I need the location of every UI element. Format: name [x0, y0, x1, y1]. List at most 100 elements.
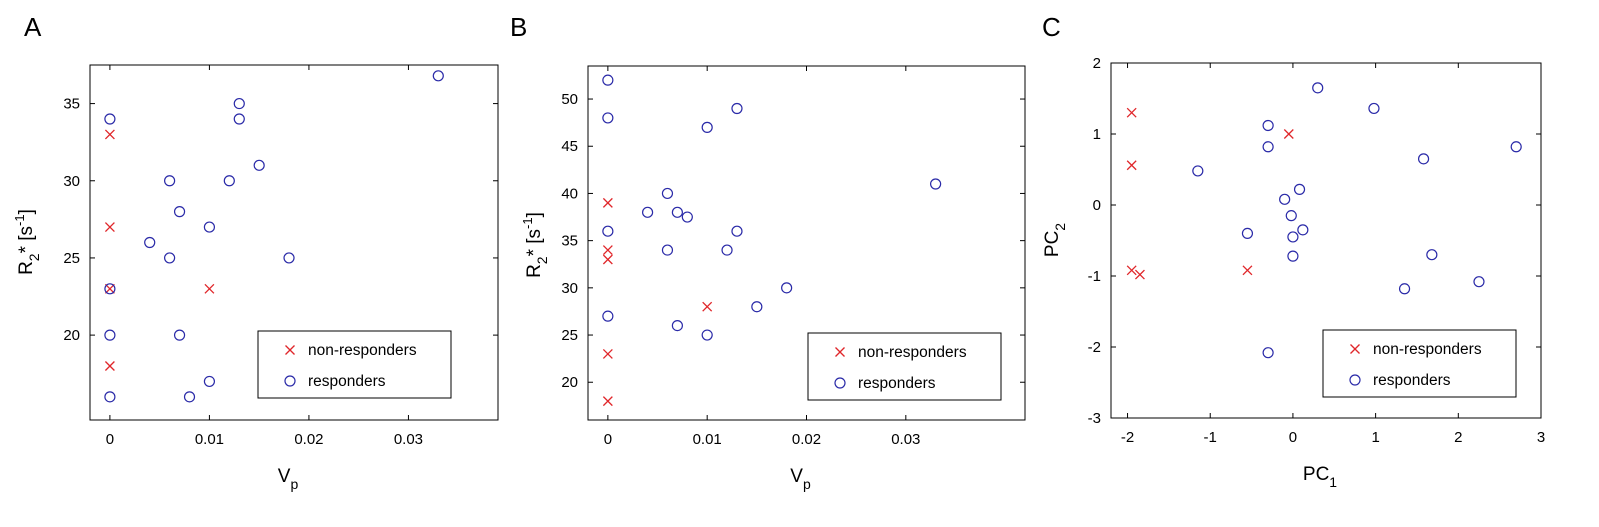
y-tick-label: 25 [63, 250, 80, 267]
data-point-responder [721, 244, 733, 256]
data-point-non-responder [1126, 265, 1137, 276]
data-point-responder [104, 391, 116, 403]
data-point-responder [1262, 141, 1274, 153]
y-tick-label: 20 [63, 327, 80, 344]
axes-box [1110, 62, 1542, 419]
legend-label: non-responders [1373, 341, 1482, 358]
data-point-responder [223, 175, 235, 187]
data-point-responder [671, 320, 683, 332]
x-tick-label: 0.02 [294, 431, 323, 448]
panel-b: B 0 0.01 0.02 0.03 20 25 30 35 40 45 50 Vp R2* [s-1]… [510, 12, 1026, 492]
data-point-responder [701, 329, 713, 341]
data-point-responder [781, 282, 793, 294]
y-tick-label: 35 [63, 96, 80, 113]
y-tick-label: -1 [1088, 268, 1101, 285]
y-tick-label: -2 [1088, 339, 1101, 356]
x-tick-label: 0.01 [693, 431, 722, 448]
data-point-responder [731, 225, 743, 237]
y-tick-label: 50 [561, 91, 578, 108]
legend-label: responders [1373, 372, 1451, 389]
x-tick-label: 0.02 [792, 431, 821, 448]
legend-label: responders [308, 373, 386, 390]
data-point-responder [203, 221, 216, 233]
data-point-responder [183, 391, 196, 403]
y-axis-label: PC2 [1042, 223, 1068, 257]
y-tick-label: 0 [1093, 197, 1101, 214]
y-tick-label: 30 [561, 280, 578, 297]
data-point-responder [661, 187, 674, 200]
data-point-responder [1287, 231, 1299, 243]
data-point-responder [1312, 82, 1324, 94]
legend-box [257, 330, 452, 399]
x-axis-label: Vp [278, 466, 299, 492]
legend-label: non-responders [858, 344, 967, 361]
data-point-responder [104, 329, 116, 341]
data-point-responder [701, 121, 713, 133]
data-point-responder [283, 252, 295, 264]
x-tick-label: 0 [106, 431, 114, 448]
data-point-responder [1279, 193, 1291, 205]
x-tick-label: 1 [1371, 429, 1379, 446]
data-point-responder [731, 102, 743, 115]
data-point-responder [203, 375, 216, 388]
legend-marker-non-responders [1350, 344, 1360, 354]
data-point-responder [1192, 165, 1204, 177]
data-point-responder [602, 310, 614, 322]
data-point-non-responder [1283, 129, 1294, 139]
legend-box [1322, 329, 1517, 398]
data-point-non-responder [1126, 107, 1137, 118]
axes-box [89, 64, 499, 421]
x-tick-label: 3 [1537, 429, 1545, 446]
panel-label-c: C [1042, 12, 1061, 42]
data-point-responder [602, 74, 614, 86]
x-tick-label: 0.03 [394, 431, 423, 448]
data-point-responder [1417, 153, 1430, 165]
plot-area-b: 0 0.01 0.02 0.03 20 25 30 35 40 45 50 Vp R2* [s-1] no… [520, 65, 1026, 492]
legend-marker-responders [1349, 374, 1361, 386]
data-point-responder [930, 178, 942, 190]
legend-marker-responders [284, 375, 296, 387]
y-tick-label: 30 [63, 173, 80, 190]
panel-a: A 0 0.01 0.02 0.03 20 25 30 35 Vp R2* [s-1] non-re… [12, 12, 499, 492]
data-point-responder [1398, 283, 1411, 295]
y-tick-label: 25 [561, 327, 578, 344]
data-point-responder [173, 329, 186, 341]
data-point-non-responder [104, 129, 115, 140]
legend-marker-responders [834, 377, 846, 389]
y-tick-label: -3 [1088, 410, 1101, 427]
data-point-responder [1293, 183, 1306, 195]
x-tick-label: 0 [604, 431, 612, 448]
data-point-responder [1262, 347, 1274, 359]
data-point-responder [164, 252, 176, 264]
panel-label-b: B [510, 12, 527, 42]
data-point-non-responder [602, 245, 613, 256]
data-point-non-responder [1242, 265, 1253, 276]
data-point-responder [1473, 276, 1485, 288]
y-tick-label: 35 [561, 233, 578, 250]
data-point-responder [602, 112, 614, 124]
data-point-responder [1297, 224, 1309, 236]
data-point-non-responder [104, 361, 115, 371]
data-point-responder [144, 236, 156, 249]
data-point-responder [661, 244, 674, 256]
data-point-responder [104, 113, 116, 125]
legend-marker-non-responders [285, 345, 295, 355]
data-point-responder [173, 206, 186, 218]
y-tick-label: 1 [1093, 126, 1101, 143]
legend-marker-non-responders [835, 347, 845, 357]
x-tick-label: -1 [1204, 429, 1217, 446]
data-point-non-responder [602, 348, 613, 359]
legend: non-responders responders [257, 330, 452, 399]
data-point-responder [1241, 227, 1254, 239]
legend-label: responders [858, 375, 936, 392]
plot-area-a: 0 0.01 0.02 0.03 20 25 30 35 Vp R2* [s-1] non-resp… [12, 64, 499, 492]
panel-c: C -2 -1 0 1 2 3 -3 -2 -1 0 1 2 PC1 PC2 non-responders r… [1042, 12, 1545, 490]
data-point-non-responder [702, 301, 713, 312]
y-axis-label: R2* [s-1] [12, 209, 42, 275]
data-point-non-responder [602, 396, 613, 407]
data-point-non-responder [602, 197, 613, 208]
data-point-responder [1287, 250, 1299, 262]
plot-area-c: -2 -1 0 1 2 3 -3 -2 -1 0 1 2 PC1 PC2 non-responders res… [1042, 55, 1545, 490]
data-point-responder [233, 113, 245, 125]
